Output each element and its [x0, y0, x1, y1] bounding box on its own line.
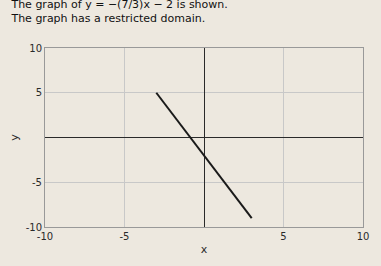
svg-text:-10: -10 [37, 231, 53, 242]
svg-text:-10: -10 [26, 222, 42, 233]
svg-text:5: 5 [280, 231, 286, 242]
svg-text:The graph of y = −(7/3)x − 2 i: The graph of y = −(7/3)x − 2 is shown.Th… [10, 0, 227, 25]
svg-text:x: x [201, 243, 208, 256]
svg-text:10: 10 [357, 231, 370, 242]
svg-text:-5: -5 [120, 231, 130, 242]
svg-text:5: 5 [36, 87, 42, 98]
svg-text:10: 10 [29, 43, 42, 54]
svg-text:-5: -5 [32, 177, 42, 188]
svg-text:y: y [8, 134, 21, 141]
